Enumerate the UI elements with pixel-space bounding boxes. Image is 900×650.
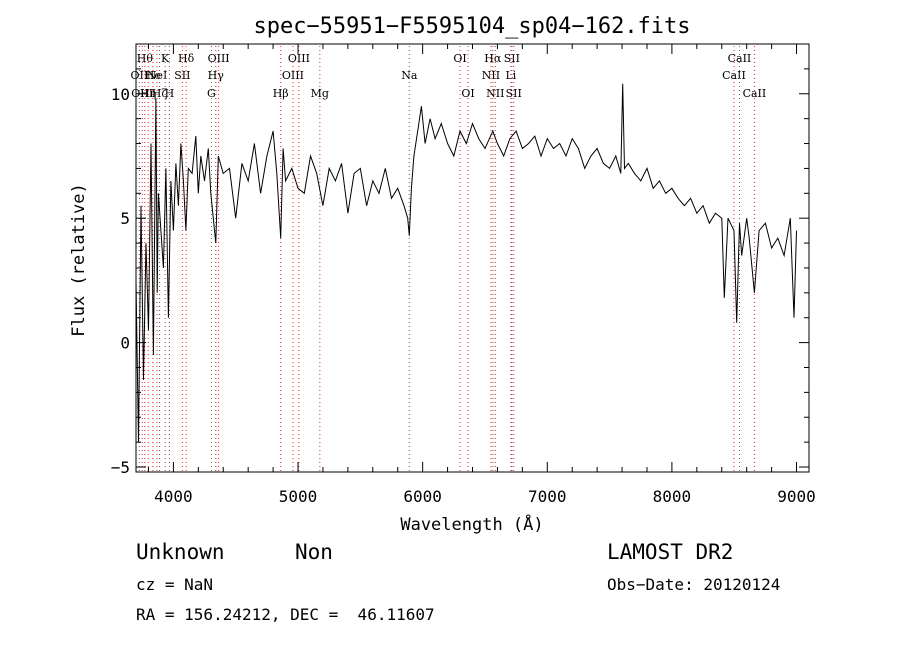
y-tick-label: 5 xyxy=(120,209,130,228)
line-label-28: CaII xyxy=(728,52,752,65)
line-label-27: CaII xyxy=(722,69,746,82)
line-label-29: CaII xyxy=(743,87,767,100)
line-label-2: Hθ xyxy=(137,52,154,65)
chart-title: spec−55951−F5595104_sp04−162.fits xyxy=(253,14,690,39)
line-label-23: NII xyxy=(486,87,504,100)
x-tick-label: 5000 xyxy=(279,487,318,506)
line-label-26: SII xyxy=(506,87,522,100)
y-tick-label: −5 xyxy=(111,458,130,477)
subclass-label: Non xyxy=(295,540,333,564)
x-tick-label: 7000 xyxy=(528,487,567,506)
line-label-12: Hγ xyxy=(208,69,225,82)
line-label-21: NII xyxy=(482,69,500,82)
y-tick-label: 0 xyxy=(120,334,130,353)
survey-label: LAMOST DR2 xyxy=(607,540,734,564)
plot-frame xyxy=(135,43,810,473)
x-tick-label: 4000 xyxy=(154,487,193,506)
coordinates: RA = 156.24212, DEC = 46.11607 xyxy=(136,605,435,624)
line-label-14: Hβ xyxy=(273,87,289,100)
cz-value: cz = NaN xyxy=(136,575,214,594)
line-label-16: OIII xyxy=(288,52,310,65)
obs-date: Obs−Date: 20120124 xyxy=(607,575,781,594)
y-tick-label: 10 xyxy=(111,85,130,104)
x-tick-label: 9000 xyxy=(777,487,816,506)
line-label-17: Mg xyxy=(311,87,329,100)
x-tick-label: 6000 xyxy=(403,487,442,506)
line-label-15: OIII xyxy=(282,69,304,82)
line-label-9: SII xyxy=(174,69,190,82)
spectrum-trace-0 xyxy=(135,83,797,443)
class-label: Unknown xyxy=(136,540,225,564)
line-label-3: Hη xyxy=(140,87,156,100)
line-label-20: OI xyxy=(461,87,474,100)
line-label-19: OI xyxy=(453,52,466,65)
y-axis-label: Flux (relative) xyxy=(69,183,89,337)
line-label-7: K xyxy=(161,52,170,65)
line-label-13: OIII xyxy=(208,52,230,65)
plot-area: OIIOIIIHθHηHeNeIHζKHSIIHδGHγOIIIHβOIIIOI… xyxy=(111,43,816,506)
x-tick-label: 8000 xyxy=(653,487,692,506)
line-label-11: G xyxy=(207,87,216,100)
x-axis-label: Wavelength (Å) xyxy=(400,513,543,535)
line-label-24: Li xyxy=(505,69,516,82)
line-label-18: Na xyxy=(401,69,418,82)
line-label-8: H xyxy=(165,87,175,100)
line-label-5: NeI xyxy=(147,69,167,82)
line-label-10: Hδ xyxy=(178,52,195,65)
line-label-6: Hζ xyxy=(152,87,168,100)
line-label-22: Hα xyxy=(484,52,502,65)
line-label-25: SII xyxy=(504,52,520,65)
line-label-0: OII xyxy=(131,69,149,82)
